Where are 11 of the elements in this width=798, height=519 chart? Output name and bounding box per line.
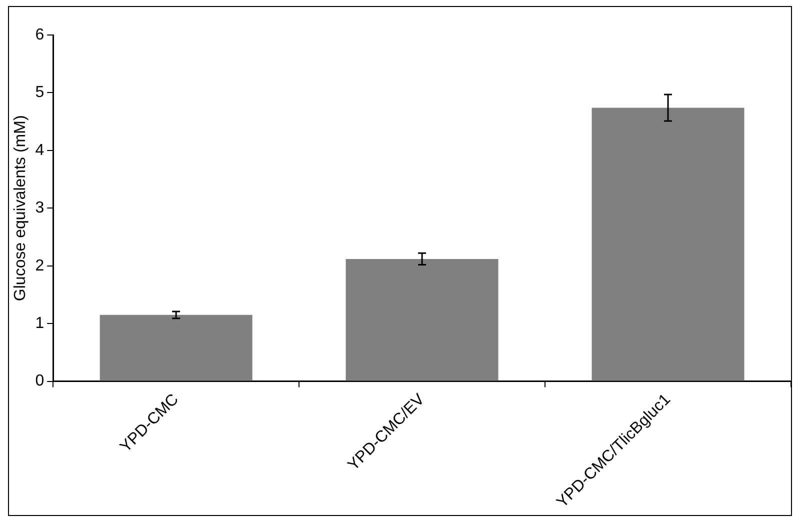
- y-tick-label: 1: [35, 314, 44, 332]
- y-tick-label: 3: [35, 200, 44, 217]
- y-axis-title: Glucose equivalents (mM): [12, 115, 30, 302]
- y-tick-label: 4: [35, 142, 44, 159]
- bar: [592, 108, 744, 381]
- y-tick-label: 5: [35, 84, 44, 102]
- y-tick-label: 0: [35, 372, 44, 390]
- bar: [100, 314, 252, 381]
- bar: [346, 258, 498, 381]
- y-tick-label: 2: [35, 257, 44, 274]
- y-tick-label: 6: [35, 26, 44, 44]
